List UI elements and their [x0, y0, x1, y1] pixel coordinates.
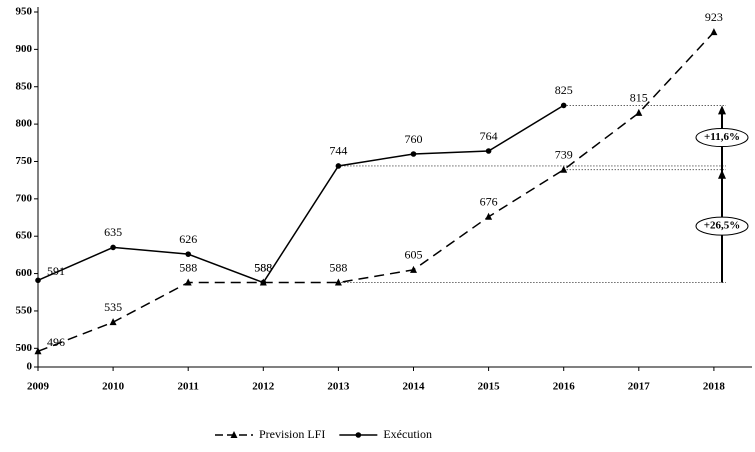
x-tick-label: 2011 [177, 381, 198, 393]
data-label: 605 [405, 248, 423, 262]
x-tick-label: 2016 [553, 381, 576, 393]
y-tick-label: 650 [16, 230, 33, 242]
x-tick-label: 2012 [252, 381, 275, 393]
legend-label: Exécution [383, 427, 432, 441]
y-tick-label: 800 [16, 118, 33, 130]
annotation: +26,5% [704, 220, 741, 232]
data-label: 635 [104, 225, 122, 239]
annotation: +11,6% [704, 131, 740, 143]
data-point [635, 108, 643, 116]
legend-label: Prevision LFI [259, 427, 325, 441]
data-label: 676 [480, 195, 498, 209]
arrow-head [718, 169, 726, 179]
y-tick-label: 500 [16, 342, 33, 354]
data-point [560, 102, 567, 109]
x-tick-label: 2018 [703, 381, 726, 393]
data-point [710, 28, 718, 36]
data-point [334, 278, 342, 286]
data-label: 588 [254, 260, 272, 274]
data-point [185, 251, 191, 257]
data-point [110, 244, 116, 251]
data-label: 760 [405, 132, 423, 146]
y-tick-label: 850 [16, 80, 33, 92]
y-tick-label: 950 [16, 6, 33, 18]
x-tick-label: 2013 [327, 381, 350, 393]
y-tick-label: 550 [16, 304, 33, 316]
arrow-head [718, 105, 726, 115]
data-label: 588 [254, 260, 272, 274]
x-tick-label: 2009 [27, 381, 50, 393]
y-tick-label: 750 [16, 155, 33, 167]
series-line [37, 31, 715, 353]
data-point [410, 151, 417, 157]
annotation-box [695, 216, 749, 236]
x-tick-label: 2010 [102, 381, 125, 393]
data-label: 815 [630, 91, 648, 105]
legend-marker [355, 432, 362, 438]
data-point [560, 165, 568, 173]
data-point [109, 318, 117, 326]
data-point [184, 278, 192, 286]
data-label: 764 [480, 129, 498, 143]
data-point [35, 277, 41, 284]
data-point [34, 347, 42, 355]
y-tick-label: 0 [27, 361, 33, 373]
x-tick-label: 2017 [628, 381, 651, 393]
data-point [335, 163, 342, 169]
x-tick-label: 2014 [403, 381, 426, 393]
data-point [485, 212, 493, 220]
data-label: 825 [555, 83, 573, 97]
data-label: 739 [555, 147, 573, 161]
data-label: 588 [329, 260, 347, 274]
data-point [410, 265, 417, 273]
series-line [37, 104, 565, 284]
data-label: 626 [179, 232, 197, 246]
y-tick-label: 600 [16, 267, 33, 279]
data-label: 588 [179, 260, 197, 274]
data-point [485, 148, 492, 154]
legend-marker [230, 431, 238, 438]
data-point [260, 279, 267, 286]
y-tick-label: 700 [16, 192, 33, 204]
data-label: 496 [47, 335, 65, 349]
data-label: 744 [329, 144, 347, 158]
x-tick-label: 2015 [478, 381, 501, 393]
y-tick-label: 900 [16, 43, 33, 55]
data-label: 591 [47, 264, 65, 278]
data-label: 923 [705, 10, 723, 24]
data-label: 535 [104, 300, 122, 314]
annotation-box [695, 128, 749, 148]
